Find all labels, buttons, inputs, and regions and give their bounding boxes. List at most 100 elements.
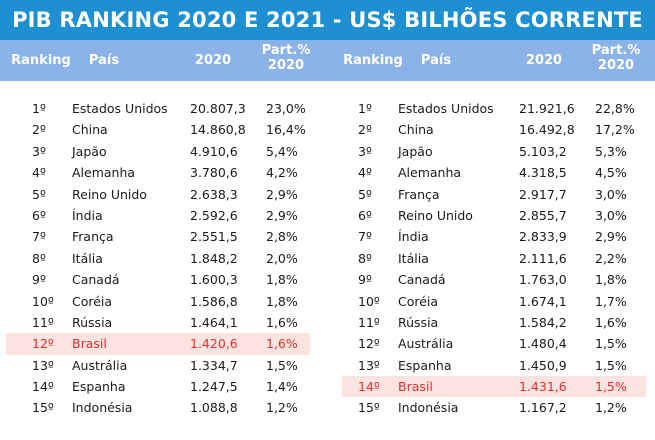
header-part-left-line2: 2020: [267, 58, 305, 73]
rank-cell: 5º: [32, 186, 46, 202]
rank-cell: 8º: [32, 250, 46, 266]
table-row: 12º Brasil 1.420,6 1,6%: [0, 333, 330, 356]
table-row: 11º Rússia 1.464,1 1,6%: [0, 312, 330, 333]
country-cell: Japão: [398, 143, 433, 159]
table-row: 1º Estados Unidos 20.807,3 23,0%: [0, 98, 330, 119]
rank-cell: 7º: [32, 229, 46, 245]
table-row: 6º Reino Unido 2.855,7 3,0%: [330, 205, 655, 226]
gdp-value-cell: 1.674,1: [519, 293, 567, 309]
gdp-value-cell: 2.592,6: [190, 207, 238, 223]
share-cell: 1,5%: [595, 357, 627, 373]
share-cell: 1,2%: [595, 400, 627, 416]
ranking-table-right: 1º Estados Unidos 21.921,6 22,8% 2º China 16.4…: [330, 98, 655, 419]
rank-cell: 3º: [32, 143, 46, 159]
table-row: 2º China 14.860,8 16,4%: [0, 119, 330, 140]
table-row: 14º Brasil 1.431,6 1,5%: [330, 376, 655, 398]
share-cell: 2,9%: [266, 186, 298, 202]
gdp-value-cell: 3.780,6: [190, 165, 238, 181]
table-row: 10º Coréia 1.674,1 1,7%: [330, 291, 655, 312]
gdp-value-cell: 1.247,5: [190, 379, 238, 395]
share-cell: 4,2%: [266, 165, 298, 181]
rank-cell: 7º: [358, 229, 372, 245]
rank-cell: 1º: [358, 101, 372, 116]
rank-cell: 14º: [32, 379, 54, 395]
table-row: 4º Alemanha 3.780,6 4,2%: [0, 162, 330, 183]
header-part-left-line1: Part.%: [261, 43, 311, 58]
table-row: 7º Índia 2.833,9 2,9%: [330, 226, 655, 247]
rank-cell: 13º: [32, 357, 54, 373]
table-row: 12º Austrália 1.480,4 1,5%: [330, 333, 655, 354]
table-row: 6º Índia 2.592,6 2,9%: [0, 205, 330, 226]
rank-cell: 9º: [32, 272, 46, 288]
rank-cell: 14º: [358, 379, 380, 395]
table-row: 11º Rússia 1.584,2 1,6%: [330, 312, 655, 333]
gdp-value-cell: 5.103,2: [519, 143, 567, 159]
gdp-value-cell: 14.860,8: [190, 122, 246, 138]
gdp-value-cell: 1.420,6: [190, 336, 238, 352]
gdp-value-cell: 4.318,5: [519, 165, 567, 181]
table-row: 3º Japão 5.103,2 5,3%: [330, 141, 655, 162]
rank-cell: 10º: [32, 293, 54, 309]
header-ranking-left: Ranking: [11, 53, 71, 68]
header-pais-right: País: [420, 53, 452, 68]
gdp-value-cell: 1.480,4: [519, 336, 567, 352]
share-cell: 23,0%: [266, 101, 306, 116]
share-cell: 17,2%: [595, 122, 635, 138]
rank-cell: 2º: [358, 122, 372, 138]
share-cell: 1,7%: [595, 293, 627, 309]
gdp-value-cell: 1.431,6: [519, 379, 567, 395]
gdp-value-cell: 1.450,9: [519, 357, 567, 373]
country-cell: Coréia: [398, 293, 439, 309]
gdp-value-cell: 1.334,7: [190, 357, 238, 373]
rank-cell: 12º: [358, 336, 380, 352]
table-row: 14º Espanha 1.247,5 1,4%: [0, 376, 330, 397]
rank-cell: 8º: [358, 250, 372, 266]
rank-cell: 2º: [32, 122, 46, 138]
gdp-value-cell: 1.167,2: [519, 400, 567, 416]
share-cell: 16,4%: [266, 122, 306, 138]
table-row: 5º Reino Unido 2.638,3 2,9%: [0, 184, 330, 205]
header-part-right-line1: Part.%: [591, 43, 641, 58]
table-row: 3º Japão 4.910,6 5,4%: [0, 141, 330, 162]
country-cell: Canadá: [72, 272, 120, 288]
country-cell: Coréia: [72, 293, 113, 309]
country-cell: Estados Unidos: [398, 101, 494, 116]
country-cell: França: [72, 229, 114, 245]
column-header-bar: Ranking País 2020 Part.% 2020 Ranking Pa…: [0, 40, 655, 81]
table-row: 4º Alemanha 4.318,5 4,5%: [330, 162, 655, 183]
gdp-value-cell: 1.763,0: [519, 272, 567, 288]
rank-cell: 11º: [358, 314, 380, 330]
country-cell: China: [72, 122, 108, 138]
gdp-value-cell: 1.584,2: [519, 314, 567, 330]
share-cell: 5,4%: [266, 143, 298, 159]
table-row: 13º Espanha 1.450,9 1,5%: [330, 355, 655, 376]
country-cell: Alemanha: [72, 165, 136, 181]
gdp-value-cell: 2.111,6: [519, 250, 567, 266]
country-cell: Itália: [398, 250, 429, 266]
share-cell: 2,8%: [266, 229, 298, 245]
country-cell: Brasil: [398, 379, 433, 395]
header-part-left: Part.% 2020: [254, 43, 318, 73]
table-row: 9º Canadá 1.763,0 1,8%: [330, 269, 655, 290]
country-cell: Alemanha: [398, 165, 462, 181]
gdp-value-cell: 2.833,9: [519, 229, 567, 245]
country-cell: Itália: [72, 250, 103, 266]
share-cell: 5,3%: [595, 143, 627, 159]
table-row: 15º Indonésia 1.167,2 1,2%: [330, 397, 655, 418]
share-cell: 1,5%: [595, 336, 627, 352]
table-row: 10º Coréia 1.586,8 1,8%: [0, 291, 330, 312]
country-cell: Rússia: [398, 314, 439, 330]
gdp-value-cell: 2.855,7: [519, 207, 567, 223]
share-cell: 1,6%: [595, 314, 627, 330]
gdp-value-cell: 1.848,2: [190, 250, 238, 266]
header-year-right: 2020: [525, 53, 563, 68]
share-cell: 1,6%: [266, 314, 298, 330]
header-part-right-line2: 2020: [597, 58, 635, 73]
country-cell: Índia: [72, 207, 103, 223]
share-cell: 2,9%: [595, 229, 627, 245]
share-cell: 1,8%: [266, 272, 298, 288]
country-cell: Espanha: [398, 357, 452, 373]
share-cell: 1,8%: [266, 293, 298, 309]
table-row: 5º França 2.917,7 3,0%: [330, 184, 655, 205]
